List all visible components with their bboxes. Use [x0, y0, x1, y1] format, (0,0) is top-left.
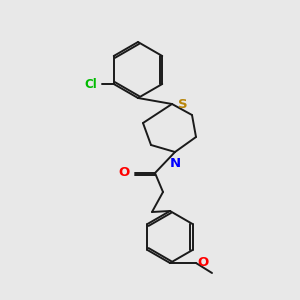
Text: O: O: [197, 256, 208, 269]
Text: N: N: [169, 157, 181, 170]
Text: O: O: [119, 167, 130, 179]
Text: S: S: [178, 98, 188, 110]
Text: Cl: Cl: [84, 77, 97, 91]
